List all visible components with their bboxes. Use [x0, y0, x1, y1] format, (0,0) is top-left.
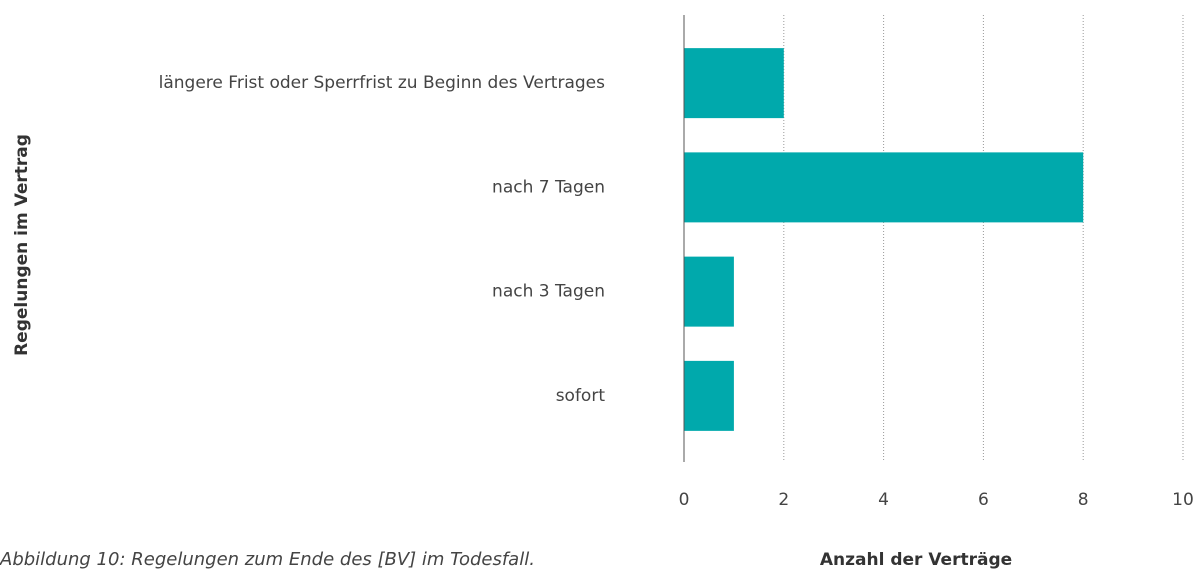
- x-tick-label: 0: [679, 490, 690, 510]
- bar: [684, 48, 784, 119]
- x-axis-title: Anzahl der Verträge: [820, 550, 1012, 570]
- bar: [684, 152, 1084, 223]
- y-axis-title: Regelungen im Vertrag: [12, 134, 32, 356]
- x-tick-label: 4: [878, 490, 889, 510]
- x-tick-label: 2: [778, 490, 789, 510]
- y-tick-label: nach 3 Tagen: [492, 282, 605, 302]
- y-tick-label: nach 7 Tagen: [492, 177, 605, 197]
- x-tick-label: 10: [1172, 490, 1194, 510]
- bar: [684, 256, 734, 327]
- x-tick-label: 8: [1078, 490, 1089, 510]
- caption: Abbildung 10: Regelungen zum Ende des [B…: [0, 549, 535, 570]
- x-tick-label: 6: [978, 490, 989, 510]
- y-tick-label: längere Frist oder Sperrfrist zu Beginn …: [159, 73, 605, 93]
- y-tick-label: sofort: [556, 386, 606, 406]
- bar: [684, 360, 734, 431]
